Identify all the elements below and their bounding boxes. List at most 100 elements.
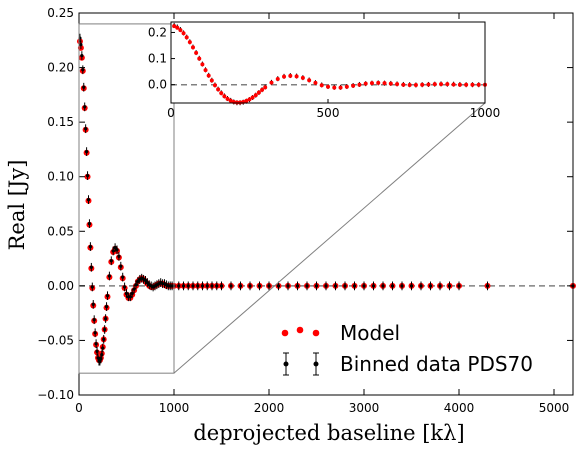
inset-model-point (184, 35, 189, 40)
inset-model-point (338, 85, 343, 90)
data-point (191, 284, 195, 288)
inset-model-point (200, 62, 205, 67)
inset-model-point (457, 82, 462, 87)
x-tick-label: 1000 (159, 401, 190, 415)
x-axis-label: deprojected baseline [kλ] (193, 421, 464, 445)
inset-y-tick-label: 0.2 (148, 25, 167, 39)
inset-model-point (209, 78, 214, 83)
data-point (390, 284, 395, 288)
inset-model-point (363, 81, 368, 86)
inset-model-point (326, 84, 330, 89)
inset-model-point (476, 82, 481, 87)
inset-model-point (190, 45, 195, 50)
inset-model-point (187, 40, 192, 45)
data-point (447, 284, 452, 288)
data-point (143, 278, 148, 282)
inset-model-point (197, 56, 202, 61)
x-tick-label: 2000 (254, 401, 285, 415)
legend: Model Binned data PDS70 (281, 321, 533, 376)
inset-model-point (300, 75, 305, 80)
inset-background (171, 22, 485, 103)
data-point (90, 285, 94, 289)
data-point (248, 284, 252, 288)
data-point (381, 284, 385, 288)
data-point (333, 284, 338, 288)
inset-model-point (420, 82, 425, 87)
zoom-connector-lower (173, 102, 486, 374)
inset-model-point (307, 78, 312, 83)
y-axis-label: Real [Jy] (5, 160, 29, 251)
y-tick-label: −0.05 (37, 333, 74, 347)
x-tick-label: 4000 (444, 401, 475, 415)
data-point (352, 284, 357, 288)
inset-model-point (212, 83, 217, 88)
data-point (87, 222, 92, 226)
y-tick-label: 0.05 (47, 224, 74, 238)
data-point (132, 287, 136, 291)
data-point (85, 150, 89, 154)
inset-model-point (313, 80, 318, 85)
inset-model-point (407, 82, 412, 87)
data-point (95, 349, 99, 353)
inset-model-point (451, 82, 456, 87)
data-point (93, 331, 97, 335)
inset-model-point (194, 50, 199, 55)
data-point (115, 248, 119, 252)
data-point (85, 174, 90, 178)
inset-model-point (395, 82, 400, 87)
inset-model-point (275, 76, 280, 81)
inset-model-point (172, 24, 177, 29)
data-point (80, 53, 84, 58)
y-tick-label: 0.25 (47, 6, 74, 20)
inset-model-point (288, 73, 293, 78)
inset-model-point (319, 83, 324, 88)
data-point (92, 318, 96, 322)
inset-model-point (247, 97, 252, 102)
y-tick-label: 0.10 (47, 170, 74, 184)
data-point (145, 280, 149, 285)
inset-model-point (445, 82, 450, 87)
data-point (177, 284, 181, 288)
data-point (134, 283, 138, 287)
inset-model-point (225, 96, 230, 101)
inset-model-point (426, 82, 431, 87)
inset-model-point (250, 95, 255, 100)
data-point (186, 284, 190, 288)
legend-model-marker (281, 326, 320, 337)
x-tick-label: 0 (75, 401, 83, 415)
inset-model-point (432, 82, 437, 87)
inset-model-point (382, 81, 387, 86)
data-point (100, 353, 104, 357)
y-tick-label: 0.15 (47, 115, 74, 129)
data-point (104, 317, 108, 321)
inset-model-point (253, 93, 258, 98)
legend-data-label: Binned data PDS70 (340, 352, 533, 376)
data-point (124, 291, 129, 296)
inset-model-point (413, 82, 418, 87)
inset-model-point (260, 87, 265, 92)
inset-y-tick-label: 0.0 (148, 78, 167, 92)
data-point (400, 284, 404, 288)
data-point (130, 291, 134, 296)
data-point (117, 254, 121, 258)
data-point (89, 265, 93, 269)
data-point (229, 284, 233, 288)
data-point (83, 105, 87, 109)
data-point (107, 274, 111, 278)
inset-x-tick-label: 1000 (470, 106, 501, 120)
data-point (94, 342, 98, 346)
inset-y-tick-label: 0.1 (148, 52, 167, 66)
data-point (428, 284, 433, 288)
inset-model-point (216, 87, 221, 92)
inset-model-point (178, 28, 183, 33)
data-point (257, 284, 262, 288)
inset-model-point (263, 85, 268, 90)
inset-model-point (181, 31, 186, 36)
inset-plot-area: 0 500 1000 0.0 0.1 0.2 (148, 21, 501, 120)
data-point (181, 284, 186, 288)
inset-model-point (203, 68, 208, 73)
inset-model-point (388, 81, 393, 86)
inset-model-point (401, 82, 406, 87)
legend-model-label: Model (340, 321, 400, 345)
inset-model-point (376, 80, 381, 85)
